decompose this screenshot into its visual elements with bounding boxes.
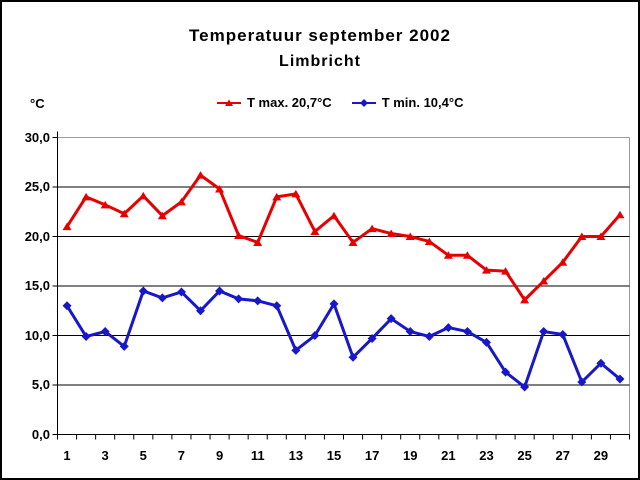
tmax-point-marker (81, 192, 91, 201)
tmin-point-marker (81, 331, 91, 341)
tmin-point-marker (176, 287, 186, 297)
tmax-point-marker (386, 229, 396, 238)
tmax-point-marker (310, 227, 320, 236)
tmin-point-marker (100, 327, 110, 337)
x-tick-label: 15 (326, 448, 342, 463)
x-tick-label: 19 (402, 448, 418, 463)
x-tick-label: 29 (593, 448, 609, 463)
tmax-legend-marker-icon (217, 98, 241, 108)
tmin-point-marker (386, 314, 396, 324)
tmax-legend-label: T max. 20,7°C (247, 95, 332, 110)
legend: T max. 20,7°C T min. 10,4°C (217, 95, 463, 110)
tmax-point-marker (596, 232, 606, 240)
tmax-point-marker (424, 237, 434, 245)
tmin-point-marker (272, 301, 282, 311)
tmax-point-marker (520, 295, 530, 304)
tmax-point-marker (443, 251, 453, 259)
y-tick-label: 20,0 (24, 228, 50, 244)
y-tick-label: 30,0 (24, 129, 50, 145)
tmax-point-marker (577, 232, 587, 240)
tmax-point-marker (234, 231, 244, 240)
chart-title: Temperatuur september 2002 (189, 26, 451, 45)
x-tick-label: 27 (555, 448, 570, 463)
tmin-line (65, 289, 622, 390)
tmax-point-marker (253, 238, 263, 246)
tmin-point-marker (253, 296, 263, 306)
tmax-point-marker (291, 189, 301, 198)
tmin-point-marker (615, 374, 625, 384)
x-tick-label: 7 (177, 448, 186, 463)
tmax-point-marker (348, 238, 358, 246)
chart-subtitle: Limbricht (279, 53, 361, 70)
tmin-point-marker (520, 382, 530, 392)
tmax-point-marker (615, 210, 625, 219)
tmax-point-marker (501, 267, 511, 275)
tmin-point-marker (558, 330, 568, 340)
tmin-point-marker (405, 327, 415, 337)
tmin-legend-marker-icon (351, 98, 376, 108)
tmax-point-marker (157, 211, 167, 220)
tmin-point-marker (367, 333, 377, 343)
tmin-point-marker (462, 327, 472, 337)
tmin-point-marker (539, 327, 549, 337)
tmax-point-marker (539, 277, 549, 285)
tmin-point-marker (291, 345, 301, 355)
tmin-point-marker (119, 341, 129, 351)
x-tick-label: 1 (63, 448, 71, 463)
x-tick-label: 11 (250, 448, 265, 463)
y-tick-label: 5,0 (31, 377, 50, 392)
tmin-point-marker (577, 377, 587, 387)
tmax-point-marker (119, 209, 129, 218)
y-tick-label: 10,0 (24, 327, 50, 343)
tmax-point-marker (405, 232, 415, 240)
tmax-point-marker (558, 258, 568, 266)
tmax-point-marker (329, 211, 339, 220)
tmin-point-marker (215, 286, 225, 296)
tmin-point-marker (310, 331, 320, 340)
x-tick-label: 17 (364, 448, 380, 463)
tmin-point-marker (596, 358, 606, 368)
tmax-point-marker (272, 192, 282, 201)
x-tick-label: 25 (517, 448, 532, 463)
x-tick-label: 9 (215, 448, 224, 463)
tmin-point-marker (196, 306, 205, 316)
tmax-point-marker (215, 184, 225, 193)
tmax-point-marker (196, 171, 205, 179)
tmax-line (65, 173, 622, 303)
y-tick-label: 0,0 (31, 426, 50, 442)
tmax-point-marker (462, 251, 472, 259)
tmax-point-marker (138, 191, 148, 200)
tmin-point-marker (329, 299, 339, 309)
tmin-point-marker (443, 323, 453, 333)
tmin-point-marker (482, 337, 491, 347)
tmin-point-marker (157, 293, 167, 303)
x-tick-label: 5 (139, 448, 147, 463)
tmin-point-marker (424, 331, 434, 341)
tmin-point-marker (62, 301, 72, 311)
y-tick-label: 15,0 (24, 278, 50, 293)
y-axis-unit-label: °C (30, 96, 45, 111)
tmax-point-marker (482, 266, 491, 274)
tmin-point-marker (501, 367, 511, 377)
x-tick-label: 13 (288, 448, 304, 463)
tmin-point-marker (234, 294, 244, 304)
tmin-point-marker (138, 286, 148, 296)
tmin-point-marker (348, 352, 358, 362)
tmax-point-marker (62, 222, 72, 231)
x-tick-label: 21 (441, 448, 456, 463)
tmax-point-marker (176, 197, 186, 206)
y-tick-label: 25,0 (24, 179, 50, 194)
x-tick-label: 3 (101, 448, 109, 463)
tmax-point-marker (100, 200, 110, 209)
x-tick-label: 23 (479, 448, 494, 463)
tmin-legend-label: T min. 10,4°C (381, 95, 464, 110)
tmax-point-marker (367, 224, 377, 233)
